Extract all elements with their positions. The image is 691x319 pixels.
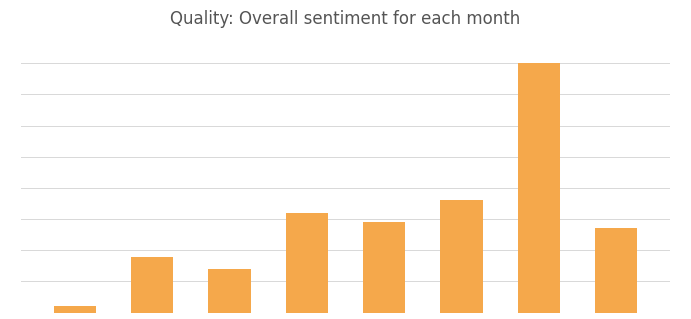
- Bar: [518, 63, 560, 313]
- Bar: [208, 269, 251, 313]
- Title: Quality: Overall sentiment for each month: Quality: Overall sentiment for each mont…: [171, 11, 520, 28]
- Bar: [363, 222, 406, 313]
- Bar: [285, 213, 328, 313]
- Bar: [440, 200, 483, 313]
- Bar: [54, 306, 96, 313]
- Bar: [595, 228, 637, 313]
- Bar: [131, 256, 173, 313]
